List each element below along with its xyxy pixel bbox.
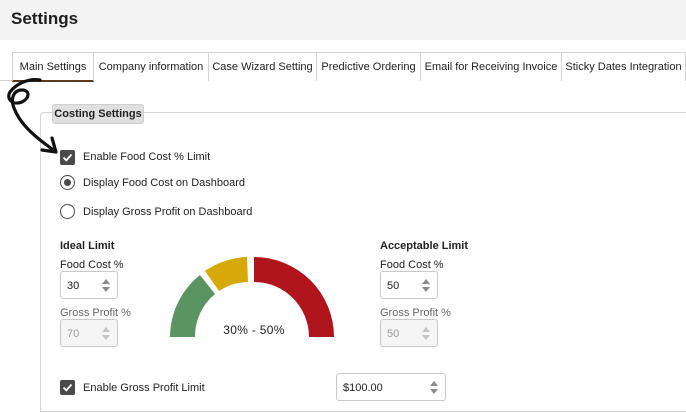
tab-email-receiving-invoice[interactable]: Email for Receiving Invoice — [420, 52, 562, 81]
tab-predictive-ordering[interactable]: Predictive Ordering — [316, 52, 421, 81]
display-gross-profit-label: Display Gross Profit on Dashboard — [83, 206, 253, 218]
checkmark-icon — [62, 383, 73, 392]
gauge-range-label: 30% - 50% — [223, 323, 285, 337]
enable-gross-profit-limit-checkbox[interactable] — [60, 380, 75, 395]
tab-bar: Main Settings Company information Case W… — [0, 50, 686, 82]
ideal-food-cost-label: Food Cost % — [60, 259, 124, 271]
gauge-yellow-segment — [205, 257, 248, 291]
ideal-food-cost-stepper[interactable]: 30 — [60, 271, 118, 299]
spinner-arrows-icon[interactable] — [422, 279, 430, 292]
acceptable-food-cost-stepper[interactable]: 50 — [380, 271, 438, 299]
ideal-gross-profit-stepper: 70 — [60, 319, 118, 347]
enable-food-cost-limit-checkbox[interactable] — [60, 150, 75, 165]
page-header: Settings — [0, 0, 686, 40]
gross-profit-amount-value: $100.00 — [343, 382, 383, 394]
ideal-gross-profit-label: Gross Profit % — [60, 307, 131, 319]
food-cost-gauge — [170, 257, 334, 337]
checkmark-icon — [62, 153, 73, 162]
ideal-limit-heading: Ideal Limit — [60, 240, 115, 252]
tab-case-wizard-setting[interactable]: Case Wizard Setting — [208, 52, 317, 81]
gross-profit-amount-stepper[interactable]: $100.00 — [336, 373, 446, 401]
gauge-green-segment — [170, 275, 215, 337]
curved-arrow-icon — [7, 78, 58, 154]
display-food-cost-label: Display Food Cost on Dashboard — [83, 177, 246, 189]
enable-food-cost-limit-label: Enable Food Cost % Limit — [83, 151, 211, 163]
gauge-red-segment — [254, 257, 334, 337]
display-food-cost-radio[interactable] — [60, 175, 75, 190]
ideal-food-cost-value: 30 — [67, 280, 80, 292]
spinner-arrows-icon[interactable] — [430, 381, 438, 394]
tab-company-information[interactable]: Company information — [93, 52, 209, 81]
page-title: Settings — [11, 9, 79, 28]
spinner-arrows-icon — [422, 327, 430, 340]
acceptable-gross-profit-stepper: 50 — [380, 319, 438, 347]
acceptable-gross-profit-label: Gross Profit % — [380, 307, 451, 319]
spinner-arrows-icon — [102, 327, 110, 340]
spinner-arrows-icon[interactable] — [102, 279, 110, 292]
acceptable-food-cost-label: Food Cost % — [380, 259, 444, 271]
tab-main-settings[interactable]: Main Settings — [12, 52, 94, 82]
acceptable-gross-profit-value: 50 — [387, 328, 400, 340]
acceptable-limit-heading: Acceptable Limit — [380, 240, 469, 252]
ideal-gross-profit-value: 70 — [67, 328, 80, 340]
enable-gross-profit-limit-label: Enable Gross Profit Limit — [83, 382, 205, 394]
tab-sticky-dates-integration[interactable]: Sticky Dates Integration — [561, 52, 686, 81]
acceptable-food-cost-value: 50 — [387, 280, 400, 292]
display-gross-profit-radio[interactable] — [60, 204, 75, 219]
costing-settings-title: Costing Settings — [52, 104, 144, 124]
